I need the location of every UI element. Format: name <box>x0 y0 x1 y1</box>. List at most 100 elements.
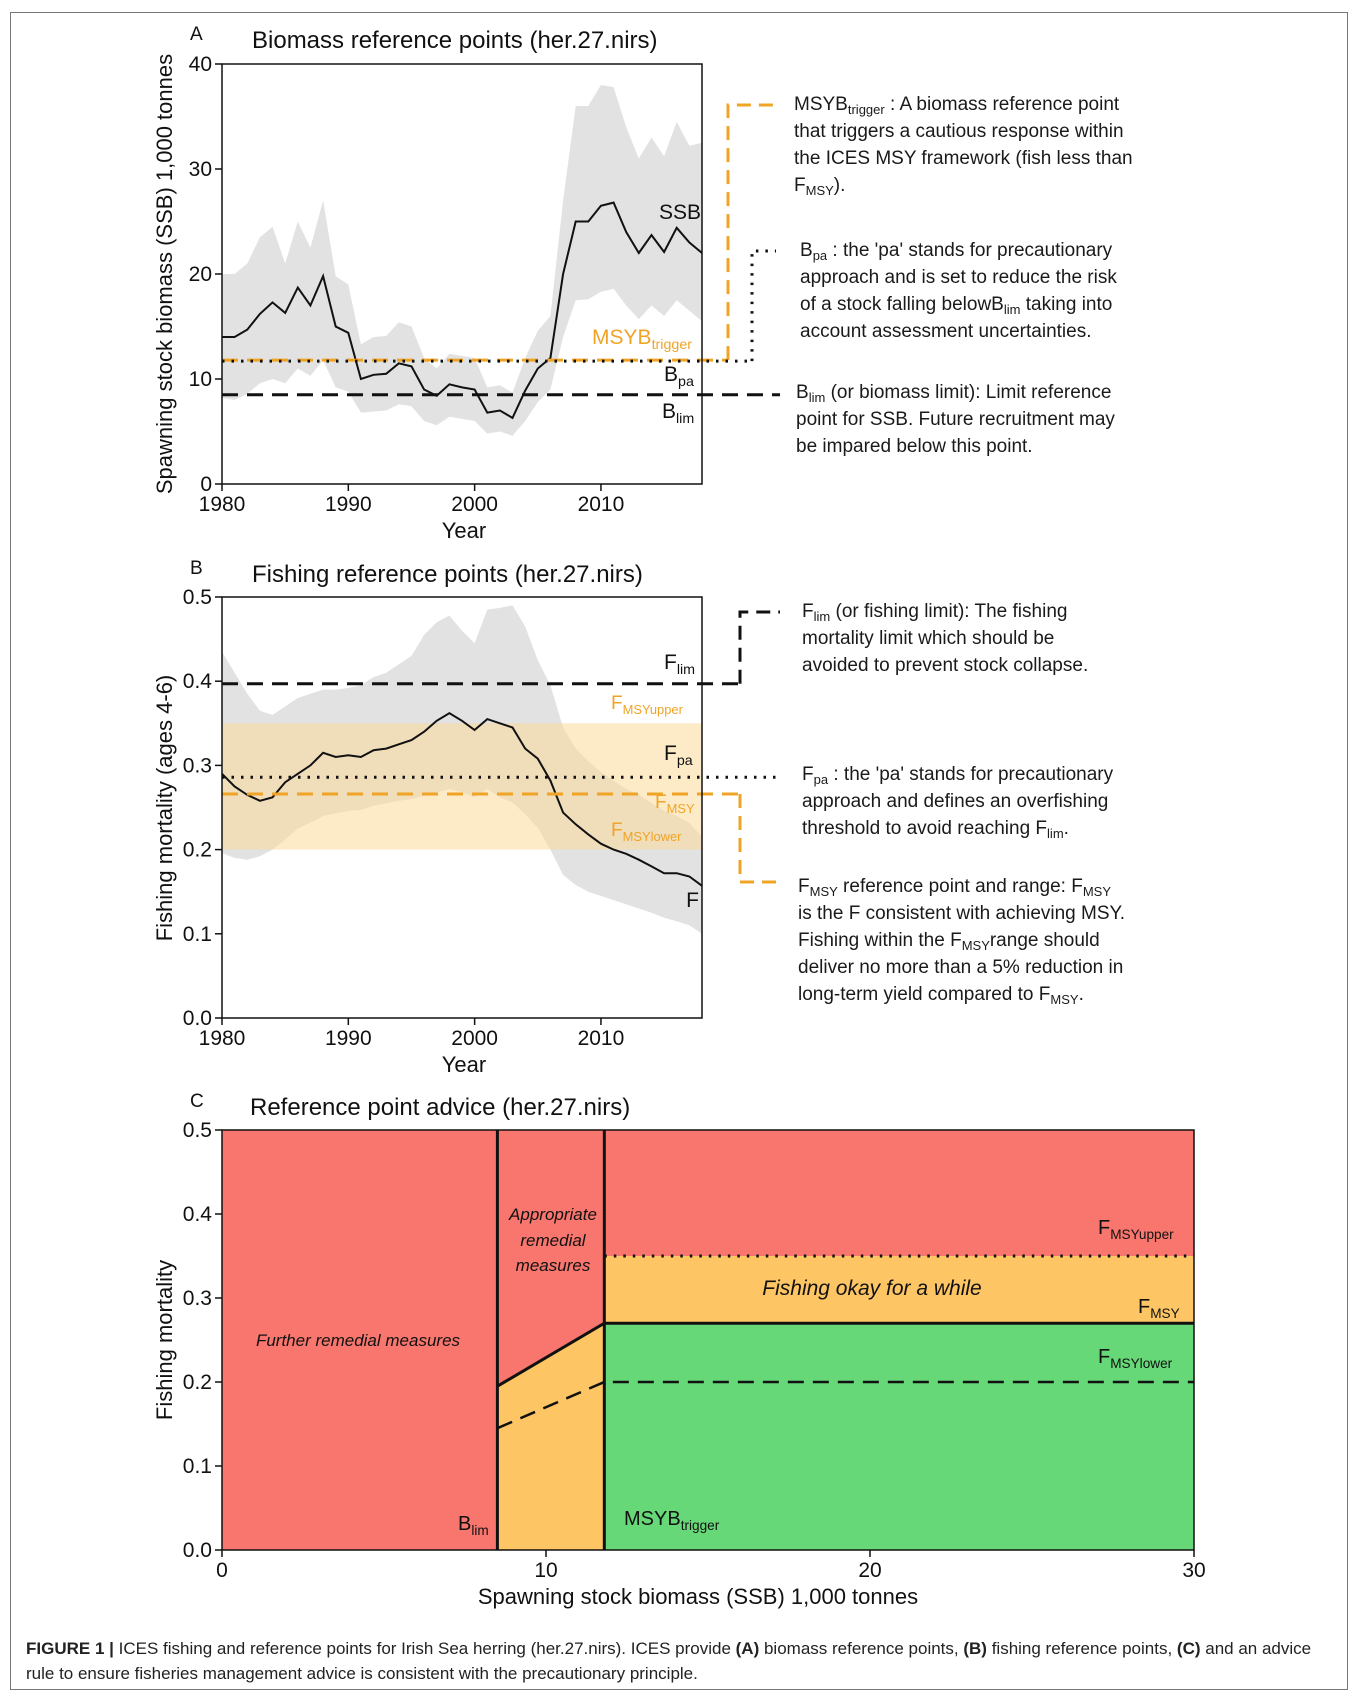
fmsy-text-3: Fishing within the F <box>798 930 962 951</box>
c-label-fishing-okay: Fishing okay for a while <box>762 1277 981 1300</box>
c-fmsylower-label: FMSYlower <box>1098 1346 1173 1371</box>
c-label-further-remedial: Further remedial measures <box>256 1331 461 1350</box>
c-ytick-label-3: 0.3 <box>183 1287 212 1310</box>
b-ytick-label-5: 0.5 <box>183 586 212 609</box>
b-ytick-label-1: 0.1 <box>183 923 212 946</box>
c-ytick-label-0: 0.0 <box>183 1539 212 1562</box>
caption-text-1: ICES fishing and reference points for Ir… <box>113 1639 736 1658</box>
c-fmsylower-line <box>496 1380 1194 1430</box>
fmsy-text-5-sub: MSY <box>1050 992 1079 1007</box>
blim-sub: lim <box>808 390 826 405</box>
b-xtick-label-1: 1990 <box>325 1027 372 1050</box>
msy-sub: trigger <box>847 102 885 117</box>
c-fmsy-line <box>496 1321 1194 1388</box>
bpa-sub: pa <box>812 248 828 263</box>
c-fmsy-label: FMSY <box>1138 1296 1180 1321</box>
c-title: Reference point advice (her.27.nirs) <box>250 1094 630 1121</box>
a-ytick-label-4: 40 <box>189 53 212 76</box>
a-msybtrigger-label: MSYBtrigger <box>592 326 692 353</box>
caption-lead: FIGURE 1 | <box>26 1639 114 1658</box>
fpa-text-3-sub: lim <box>1047 826 1064 841</box>
annotation-fpa: Fpa : the 'pa' stands for precautionary … <box>802 761 1202 842</box>
c-xtick-label-1: 10 <box>534 1559 557 1582</box>
fmsy-text-4: deliver no more than a 5% reduction in <box>798 957 1124 978</box>
c-xtick-label-2: 20 <box>858 1559 881 1582</box>
fmsy-text-3-sub: MSY <box>961 938 990 953</box>
b-ylabel: Fishing mortality (ages 4-6) <box>152 675 177 942</box>
blim-text-1: (or biomass limit): Limit reference <box>825 382 1112 403</box>
msy-f: F <box>794 175 806 196</box>
msy-text-2: that triggers a cautious response within <box>794 121 1124 142</box>
c-xtick-label-0: 0 <box>216 1559 228 1582</box>
flim-text-1: (or fishing limit): The fishing <box>830 601 1068 622</box>
flim-term: F <box>802 601 814 622</box>
caption-text-4: and an advice rule to ensure fisheries m… <box>26 1639 1312 1683</box>
fmsy-text-1: reference point and range: F <box>837 876 1083 897</box>
b-ytick-label-0: 0.0 <box>183 1007 212 1030</box>
b-xtick-label-2: 2000 <box>451 1027 498 1050</box>
b-fmsy-connector <box>738 794 780 884</box>
c-plot-frame <box>221 1129 1195 1551</box>
figure-caption: FIGURE 1 | ICES fishing and reference po… <box>26 1636 1331 1686</box>
b-xtick-label-3: 2010 <box>578 1027 625 1050</box>
bpa-text-3b: taking into <box>1020 294 1113 315</box>
c-ytick-label-5: 0.5 <box>183 1119 212 1142</box>
annotation-msybtrigger: MSYBtrigger : A biomass reference point … <box>794 91 1214 199</box>
caption-text-3: fishing reference points, <box>986 1639 1177 1658</box>
c-ytick-label-1: 0.1 <box>183 1455 212 1478</box>
fmsy-text-2: is the F consistent with achieving MSY. <box>798 903 1126 924</box>
flim-text-3: avoided to prevent stock collapse. <box>802 655 1089 676</box>
b-xtick-label-0: 1980 <box>199 1027 246 1050</box>
flim-sub: lim <box>813 609 831 624</box>
bpa-term: B <box>800 240 813 261</box>
a-ssb-line <box>222 201 703 420</box>
b-fmsyupper-label: FMSYupper <box>611 693 684 717</box>
a-ytick-label-2: 20 <box>189 263 212 286</box>
figure-frame <box>10 12 1348 1690</box>
annotation-fmsy: FMSY reference point and range: FMSY is … <box>798 873 1218 1008</box>
b-fmsylower-label: FMSYlower <box>611 820 682 844</box>
a-bpa-connector <box>750 249 776 362</box>
a-msybtrigger-connector <box>726 103 780 361</box>
fpa-text-2: approach and defines an overfishing <box>802 791 1109 812</box>
fmsy-text-1-sub: MSY <box>1082 884 1111 899</box>
a-xtick-label-3: 2010 <box>578 493 625 516</box>
caption-b: (B) <box>963 1639 987 1658</box>
fmsy-term: F <box>798 876 810 897</box>
a-blim-label: Blim <box>662 400 694 427</box>
a-xlabel: Year <box>442 518 486 543</box>
b-fmsy-label: FMSY <box>655 792 695 816</box>
annotation-bpa: Bpa : the 'pa' stands for precautionary … <box>800 237 1200 345</box>
flim-text-2: mortality limit which should be <box>802 628 1055 649</box>
msy-end: ). <box>833 175 846 196</box>
annotation-flim: Flim (or fishing limit): The fishing mor… <box>802 598 1202 679</box>
b-ytick-label-2: 0.2 <box>183 839 212 862</box>
caption-c: (C) <box>1176 1639 1201 1658</box>
c-fmsyupper-label: FMSYupper <box>1098 1217 1174 1242</box>
b-fmsy-range-band <box>222 723 702 850</box>
c-region-green <box>604 1323 1194 1550</box>
b-panel-letter: B <box>190 558 203 579</box>
a-ssb-confidence-band <box>222 85 702 436</box>
c-ylabel: Fishing mortality <box>152 1260 177 1420</box>
c-msybtrigger-label: MSYBtrigger <box>624 1508 720 1533</box>
b-f-line <box>221 712 703 887</box>
bpa-text-1: : the 'pa' stands for precautionary <box>827 240 1113 261</box>
msy-text-3: the ICES MSY framework (fish less than <box>794 148 1133 169</box>
fpa-term: F <box>802 764 814 785</box>
a-title: Biomass reference points (her.27.nirs) <box>252 27 658 54</box>
b-xlabel: Year <box>442 1052 486 1077</box>
bpa-text-3: of a stock falling belowB <box>800 294 1004 315</box>
msy-f-sub: MSY <box>805 183 834 198</box>
a-xtick-label-0: 1980 <box>199 493 246 516</box>
fpa-text-3: threshold to avoid reaching F <box>802 818 1048 839</box>
blim-term: B <box>796 382 809 403</box>
c-region-okay-orange <box>604 1256 1194 1324</box>
c-xlabel: Spawning stock biomass (SSB) 1,000 tonne… <box>478 1584 918 1609</box>
b-ytick-label-3: 0.3 <box>183 754 212 777</box>
a-ytick-label-0: 0 <box>200 473 212 496</box>
a-ssb-label: SSB <box>659 201 701 224</box>
c-xtick-label-3: 30 <box>1182 1559 1205 1582</box>
annotation-blim: Blim (or biomass limit): Limit reference… <box>796 379 1196 460</box>
